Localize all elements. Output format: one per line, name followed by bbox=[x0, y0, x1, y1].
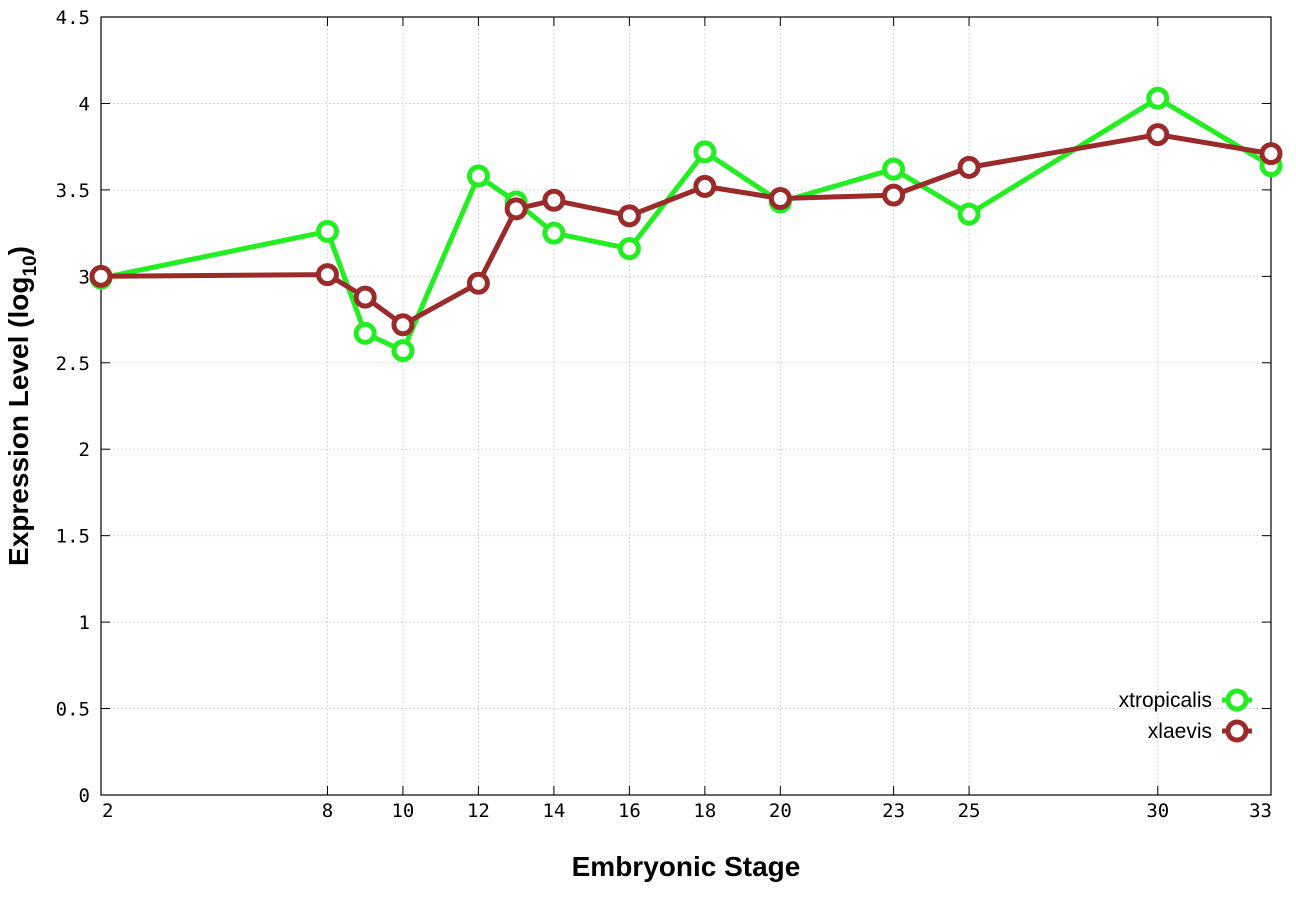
data-point-xtropicalis bbox=[353, 321, 377, 345]
legend-label-xlaevis: xlaevis bbox=[1148, 720, 1212, 743]
x-tick-label: 20 bbox=[769, 800, 792, 822]
x-tick-label: 25 bbox=[958, 800, 981, 822]
y-tick-label: 3.5 bbox=[56, 180, 90, 202]
y-tick-label: 2.5 bbox=[56, 353, 90, 375]
x-tick-label: 23 bbox=[882, 800, 905, 822]
data-point-xtropicalis bbox=[542, 221, 566, 245]
x-tick-label: 10 bbox=[391, 800, 414, 822]
data-point-xtropicalis bbox=[882, 157, 906, 181]
data-point-xtropicalis bbox=[957, 202, 981, 226]
data-point-xlaevis bbox=[693, 174, 717, 198]
grid bbox=[101, 17, 1271, 795]
y-tick-label: 1.5 bbox=[56, 526, 90, 548]
data-point-xtropicalis bbox=[693, 140, 717, 164]
legend-swatch-marker-xlaevis bbox=[1225, 719, 1249, 743]
series-group bbox=[89, 86, 1283, 363]
x-tick-label: 18 bbox=[693, 800, 716, 822]
y-tick-label: 0 bbox=[79, 785, 90, 807]
series-xlaevis bbox=[89, 123, 1283, 337]
y-axis-title: Expression Level (log10) bbox=[3, 246, 41, 566]
series-line-xtropicalis bbox=[100, 95, 1273, 354]
x-tick-label: 2 bbox=[102, 800, 113, 822]
y-tick-label: 0.5 bbox=[56, 699, 90, 721]
legend-entry-xlaevis: xlaevis bbox=[1148, 719, 1252, 743]
x-tick-label: 30 bbox=[1146, 800, 1169, 822]
y-tick-label: 3 bbox=[79, 266, 90, 288]
y-tick-label: 4 bbox=[79, 93, 90, 115]
data-point-xlaevis bbox=[353, 285, 377, 309]
data-point-xlaevis bbox=[391, 313, 415, 337]
x-tick-label: 12 bbox=[467, 800, 490, 822]
legend-swatch-marker-xtropicalis bbox=[1225, 688, 1249, 712]
data-point-xlaevis bbox=[1146, 123, 1170, 147]
data-point-xtropicalis bbox=[466, 164, 490, 188]
plot-area-frame bbox=[100, 16, 1272, 796]
data-point-xlaevis bbox=[617, 204, 641, 228]
data-point-xtropicalis bbox=[1146, 86, 1170, 110]
data-point-xtropicalis bbox=[315, 219, 339, 243]
y-tick-label: 2 bbox=[79, 439, 90, 461]
x-tick-label: 8 bbox=[322, 800, 333, 822]
series-line-xlaevis bbox=[100, 132, 1272, 328]
x-tick-label: 16 bbox=[618, 800, 641, 822]
y-axis-title-text: Expression Level (log bbox=[3, 277, 34, 566]
legend: xtropicalis xlaevis bbox=[1119, 688, 1252, 743]
data-point-xlaevis bbox=[466, 271, 490, 295]
data-point-xlaevis bbox=[542, 188, 566, 212]
y-axis-title-subscript: 10 bbox=[20, 255, 41, 276]
data-point-xlaevis bbox=[89, 264, 113, 288]
data-point-xlaevis bbox=[882, 183, 906, 207]
x-axis-title: Embryonic Stage bbox=[572, 851, 801, 882]
data-point-xlaevis bbox=[315, 263, 339, 287]
legend-entry-xtropicalis: xtropicalis bbox=[1119, 688, 1252, 712]
data-point-xtropicalis bbox=[617, 237, 641, 261]
y-axis-title-suffix: ) bbox=[3, 246, 34, 255]
axis-ticks: 2 8 10 12 14 16 18 20 23 25 30 33 0 0.5 1 1.5 2 2.5 3 3.5 4 4… bbox=[56, 7, 1272, 822]
legend-label-xtropicalis: xtropicalis bbox=[1119, 689, 1212, 712]
x-tick-label: 14 bbox=[542, 800, 565, 822]
data-point-xlaevis bbox=[957, 155, 981, 179]
y-tick-label: 4.5 bbox=[56, 7, 90, 29]
data-point-xlaevis bbox=[768, 187, 792, 211]
data-point-xlaevis bbox=[504, 197, 528, 221]
y-tick-label: 1 bbox=[79, 612, 90, 634]
data-point-xtropicalis bbox=[391, 339, 415, 363]
x-tick-label: 33 bbox=[1249, 800, 1272, 822]
series-xtropicalis bbox=[89, 86, 1283, 363]
data-point-xlaevis bbox=[1259, 142, 1283, 166]
